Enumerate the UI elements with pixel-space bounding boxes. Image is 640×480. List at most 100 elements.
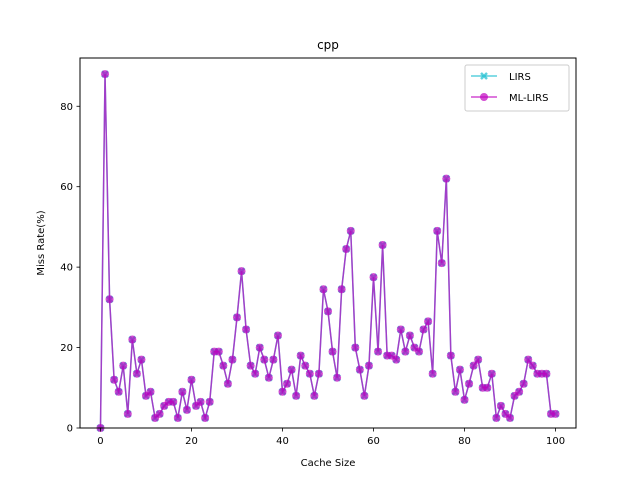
series-ml-lirs bbox=[96, 70, 560, 432]
data-point bbox=[196, 397, 205, 406]
data-point bbox=[223, 379, 232, 388]
data-point bbox=[237, 267, 246, 276]
data-point bbox=[451, 387, 460, 396]
data-point bbox=[424, 317, 433, 326]
data-point bbox=[137, 355, 146, 364]
data-point bbox=[351, 343, 360, 352]
data-point bbox=[214, 347, 223, 356]
data-point bbox=[128, 335, 137, 344]
data-point bbox=[342, 245, 351, 254]
data-point bbox=[310, 391, 319, 400]
x-tick-label: 0 bbox=[97, 436, 103, 447]
data-point bbox=[146, 387, 155, 396]
data-point bbox=[278, 387, 287, 396]
legend-entry: ML-LIRS bbox=[471, 93, 548, 104]
data-point bbox=[337, 285, 346, 294]
data-point bbox=[283, 379, 292, 388]
data-point bbox=[314, 369, 323, 378]
data-point bbox=[114, 387, 123, 396]
data-point bbox=[460, 395, 469, 404]
y-axis: 0 20 40 60 80 bbox=[60, 102, 80, 435]
data-point bbox=[182, 405, 191, 414]
data-point bbox=[415, 347, 424, 356]
data-point bbox=[101, 70, 110, 79]
data-point bbox=[255, 343, 264, 352]
data-point bbox=[465, 379, 474, 388]
x-axis-label: Cache Size bbox=[301, 458, 356, 469]
data-point bbox=[246, 361, 255, 370]
data-point bbox=[219, 361, 228, 370]
y-axis-label: Miss Rate(%) bbox=[36, 210, 47, 275]
x-tick-label: 80 bbox=[458, 436, 471, 447]
data-point bbox=[155, 409, 164, 418]
data-point bbox=[173, 413, 182, 422]
data-point bbox=[328, 347, 337, 356]
data-point bbox=[242, 325, 251, 334]
data-point bbox=[346, 226, 355, 235]
y-tick-label: 80 bbox=[60, 102, 73, 113]
data-point bbox=[178, 387, 187, 396]
data-point bbox=[401, 347, 410, 356]
legend-label: LIRS bbox=[509, 72, 531, 83]
data-point bbox=[132, 369, 141, 378]
data-point bbox=[251, 369, 260, 378]
data-point bbox=[319, 285, 328, 294]
data-point bbox=[496, 401, 505, 410]
data-point bbox=[260, 355, 269, 364]
data-point bbox=[301, 361, 310, 370]
data-point bbox=[392, 355, 401, 364]
data-point bbox=[364, 361, 373, 370]
data-point bbox=[528, 361, 537, 370]
data-point bbox=[396, 325, 405, 334]
data-point bbox=[201, 413, 210, 422]
data-point bbox=[524, 355, 533, 364]
data-point bbox=[264, 373, 273, 382]
data-point bbox=[232, 313, 241, 322]
data-point bbox=[123, 409, 132, 418]
plot-frame bbox=[79, 57, 577, 429]
data-point bbox=[324, 307, 332, 316]
data-point bbox=[446, 351, 455, 360]
data-point bbox=[455, 365, 464, 374]
data-point bbox=[119, 361, 128, 370]
data-point bbox=[551, 409, 560, 418]
data-point bbox=[519, 379, 528, 388]
data-point bbox=[506, 413, 515, 422]
data-point bbox=[492, 413, 501, 422]
data-point bbox=[469, 361, 478, 370]
y-tick-label: 40 bbox=[60, 263, 73, 274]
x-tick-label: 40 bbox=[276, 436, 289, 447]
data-point bbox=[442, 174, 451, 183]
data-point bbox=[169, 397, 178, 406]
x-tick-label: 20 bbox=[185, 436, 198, 447]
data-point bbox=[292, 391, 301, 400]
x-tick-label: 60 bbox=[367, 436, 380, 447]
plot-area bbox=[80, 58, 576, 428]
data-point bbox=[474, 355, 483, 364]
data-point bbox=[269, 355, 278, 364]
data-point bbox=[305, 369, 314, 378]
data-point bbox=[360, 391, 369, 400]
data-point bbox=[487, 369, 496, 378]
data-point bbox=[110, 375, 119, 384]
data-point bbox=[369, 273, 378, 282]
data-point bbox=[378, 241, 387, 250]
data-point bbox=[428, 369, 437, 378]
data-point bbox=[273, 331, 282, 340]
legend-label: ML-LIRS bbox=[509, 93, 548, 104]
y-tick-label: 20 bbox=[60, 343, 73, 354]
chart-title: cpp bbox=[317, 38, 339, 52]
data-point bbox=[105, 295, 114, 304]
data-point bbox=[433, 226, 442, 235]
x-tick-label: 100 bbox=[546, 436, 565, 447]
data-point bbox=[437, 259, 446, 268]
legend-marker bbox=[480, 93, 488, 101]
data-point bbox=[333, 373, 342, 382]
data-point bbox=[515, 387, 524, 396]
y-tick-label: 0 bbox=[67, 424, 73, 435]
x-axis: 0 20 40 60 80 100 bbox=[97, 428, 565, 447]
data-point bbox=[542, 369, 551, 378]
data-point bbox=[228, 355, 237, 364]
data-point bbox=[187, 375, 196, 384]
